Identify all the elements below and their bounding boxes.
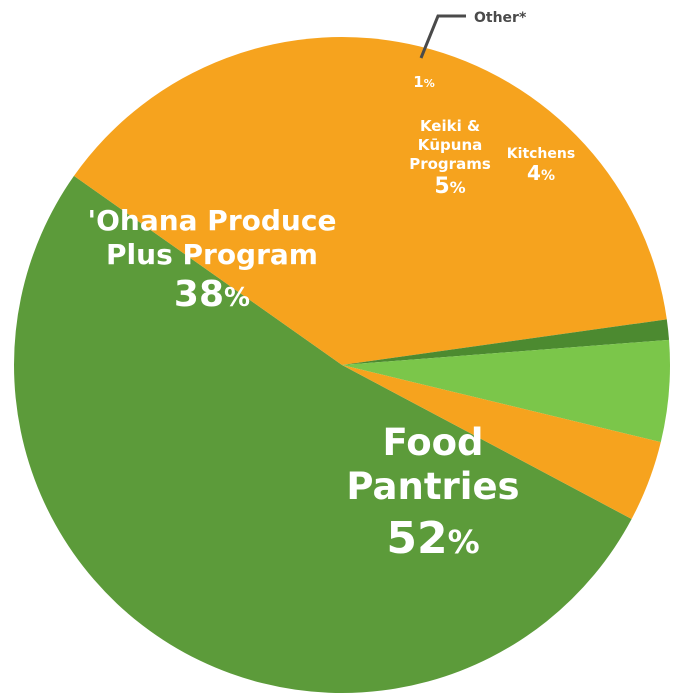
other-callout: Other* xyxy=(419,10,527,59)
slice-label-line: Plus Program xyxy=(106,238,318,271)
slice-label-line: Keiki & xyxy=(420,117,480,135)
pie-slice-kitchens xyxy=(342,365,661,519)
other-callout-line xyxy=(419,14,466,59)
pie-slice-keiki-k-puna-programs xyxy=(342,339,670,443)
pie-slice-food-pantries xyxy=(14,175,632,693)
slice-value: 52% xyxy=(386,513,479,564)
slice-label-line: Kitchens xyxy=(507,146,575,162)
slice-value: 1% xyxy=(413,73,434,91)
slice-label-line: 'Ohana Produce xyxy=(88,204,337,237)
slice-value: 5% xyxy=(434,174,465,199)
pie-slice-ohana-produce-plus-program xyxy=(73,37,667,365)
pie-slices xyxy=(14,37,670,693)
slice-label-line: Programs xyxy=(409,155,491,173)
slice-label-other: 1% xyxy=(413,73,434,91)
slice-value: 38% xyxy=(174,274,250,315)
slice-value: 4% xyxy=(527,161,555,185)
other-callout-label: Other* xyxy=(474,10,527,26)
slice-label-line: Food xyxy=(382,421,483,464)
slice-label-line: Pantries xyxy=(346,465,519,508)
pie-slice-other xyxy=(342,319,670,365)
slice-label-line: Kūpuna xyxy=(418,136,483,154)
